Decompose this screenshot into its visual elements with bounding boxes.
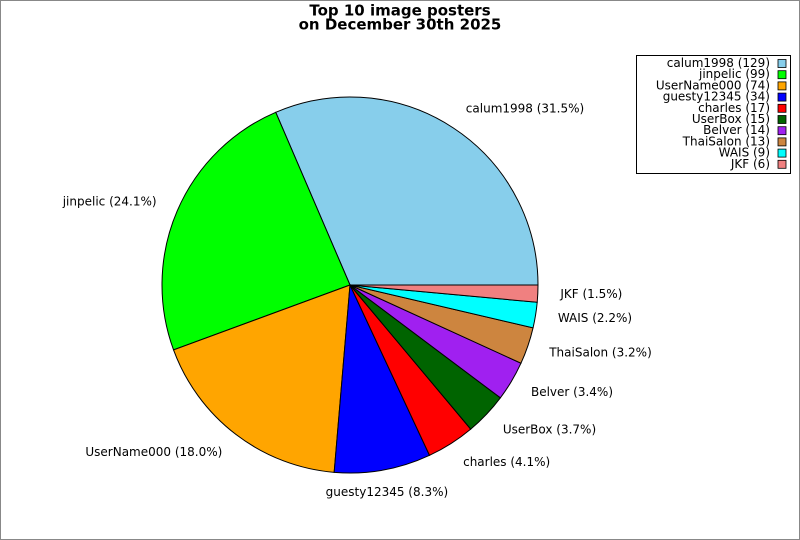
slice-label: UserBox (3.7%) bbox=[503, 422, 596, 436]
slice-label: jinpelic (24.1%) bbox=[62, 194, 157, 208]
legend-swatch bbox=[777, 159, 787, 169]
pie-slice bbox=[349, 284, 539, 303]
legend-label: ThaiSalon (13) bbox=[682, 134, 770, 148]
legend-label: jinpelic (99) bbox=[698, 67, 770, 81]
legend-label: JKF (6) bbox=[730, 157, 770, 171]
slice-label: charles (4.1%) bbox=[463, 455, 550, 469]
pie-slice bbox=[333, 283, 431, 474]
legend-label: charles (17) bbox=[698, 101, 770, 115]
slice-label: ThaiSalon (3.2%) bbox=[548, 346, 652, 360]
slice-label: JKF (1.5%) bbox=[559, 287, 622, 301]
slice-label: calum1998 (31.5%) bbox=[466, 102, 584, 116]
chart-title: Top 10 image posters bbox=[309, 2, 490, 20]
slice-label: guesty12345 (8.3%) bbox=[326, 485, 449, 499]
legend-swatch bbox=[777, 70, 787, 80]
pie-slice bbox=[161, 111, 351, 351]
pie-slice bbox=[172, 284, 351, 473]
legend-label: Belver (14) bbox=[703, 123, 770, 137]
legend-label: UserBox (15) bbox=[692, 112, 770, 126]
legend-label: guesty12345 (34) bbox=[663, 90, 770, 104]
pie-slice bbox=[275, 96, 539, 286]
legend-swatch bbox=[777, 81, 787, 91]
legend-box bbox=[636, 55, 791, 174]
legend-label: calum1998 (129) bbox=[667, 56, 770, 70]
legend-swatch bbox=[777, 137, 787, 147]
legend-swatch bbox=[777, 103, 787, 113]
legend-label: UserName000 (74) bbox=[656, 78, 770, 92]
chart-title: on December 30th 2025 bbox=[299, 16, 502, 34]
legend-swatch bbox=[777, 92, 787, 102]
legend-swatch bbox=[777, 59, 787, 68]
legend-swatch bbox=[777, 126, 787, 136]
legend-label: WAIS (9) bbox=[719, 146, 770, 160]
legend-swatch bbox=[777, 115, 787, 124]
slice-label: UserName000 (18.0%) bbox=[85, 445, 222, 459]
legend-swatch bbox=[777, 148, 787, 158]
slice-label: WAIS (2.2%) bbox=[558, 311, 632, 325]
slice-label: Belver (3.4%) bbox=[531, 385, 613, 399]
